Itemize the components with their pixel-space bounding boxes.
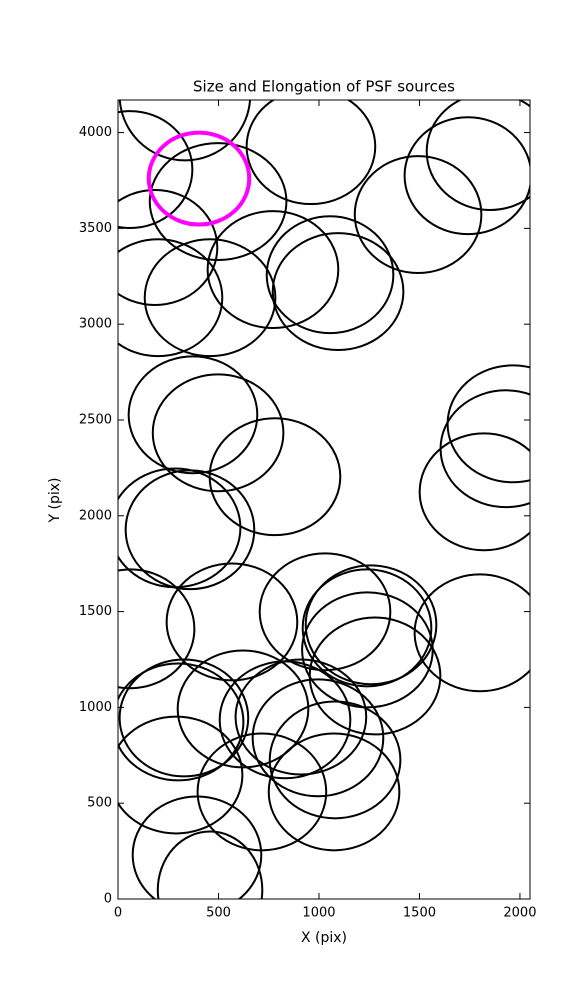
psf-ellipse bbox=[176, 649, 310, 769]
psf-ellipse bbox=[118, 189, 219, 307]
psf-ellipse bbox=[271, 232, 405, 352]
psf-ellipse bbox=[301, 568, 433, 688]
plot-area bbox=[118, 100, 530, 899]
psf-ellipse bbox=[403, 116, 530, 236]
psf-ellipse bbox=[234, 658, 368, 776]
psf-ellipse bbox=[148, 142, 288, 261]
y-tick-label: 4000 bbox=[79, 125, 112, 140]
y-tick-label: 500 bbox=[87, 796, 112, 811]
psf-ellipse bbox=[124, 469, 256, 591]
y-axis-label: Y (pix) bbox=[47, 478, 63, 524]
y-tick-label: 1500 bbox=[79, 604, 112, 619]
psf-ellipse bbox=[251, 678, 385, 798]
psf-ellipse bbox=[413, 573, 530, 693]
psf-ellipse bbox=[206, 210, 340, 330]
y-tick-label: 3000 bbox=[79, 317, 112, 332]
psf-ellipse bbox=[118, 238, 224, 358]
y-tick-label: 2000 bbox=[79, 508, 112, 523]
psf-ellipse bbox=[258, 552, 392, 672]
psf-ellipse bbox=[131, 795, 263, 899]
psf-ellipse bbox=[418, 432, 530, 552]
psf-ellipse bbox=[118, 100, 252, 162]
psf-ellipse bbox=[304, 564, 438, 686]
psf-ellipse bbox=[118, 110, 194, 229]
x-tick-label: 1500 bbox=[403, 906, 436, 921]
psf-ellipse bbox=[308, 616, 442, 736]
psf-ellipse bbox=[156, 830, 264, 899]
axes-frame bbox=[117, 99, 531, 900]
psf-ellipse bbox=[118, 715, 244, 835]
x-tick-label: 2000 bbox=[503, 906, 536, 921]
y-tick-label: 0 bbox=[104, 892, 112, 907]
x-tick-label: 1000 bbox=[302, 906, 335, 921]
highlight-ellipse bbox=[146, 130, 252, 227]
psf-ellipse bbox=[127, 355, 259, 475]
psf-ellipse bbox=[151, 373, 285, 493]
psf-ellipse bbox=[353, 155, 483, 275]
psf-ellipse bbox=[143, 238, 277, 358]
y-tick-label: 3500 bbox=[79, 221, 112, 236]
psf-ellipse bbox=[267, 732, 401, 852]
psf-ellipse bbox=[118, 658, 250, 778]
psf-ellipse bbox=[425, 100, 530, 211]
psf-ellipse bbox=[245, 100, 377, 206]
x-axis-label: X (pix) bbox=[301, 930, 347, 946]
x-tick-label: 500 bbox=[206, 906, 231, 921]
psf-ellipse bbox=[118, 568, 196, 690]
chart-title: Size and Elongation of PSF sources bbox=[193, 78, 455, 96]
y-tick-label: 2500 bbox=[79, 412, 112, 427]
x-tick-label: 0 bbox=[114, 906, 122, 921]
psf-ellipse bbox=[118, 662, 245, 782]
psf-ellipse bbox=[265, 215, 395, 335]
y-tick-label: 1000 bbox=[79, 700, 112, 715]
psf-ellipse bbox=[268, 700, 402, 820]
